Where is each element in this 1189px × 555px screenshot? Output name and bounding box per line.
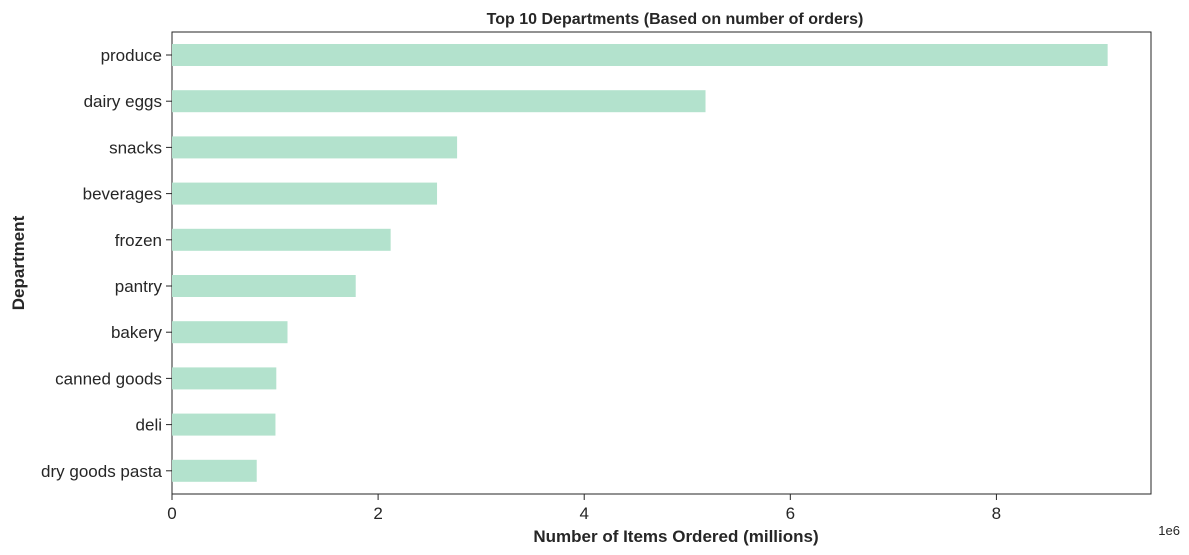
y-axis-label: Department [9,215,28,310]
y-tick-label: dairy eggs [84,92,162,111]
x-tick-label: 8 [992,504,1001,523]
bar [172,413,276,436]
y-ticks-layer: produce dairy eggs snacks beverages frozen pa… [41,46,172,481]
y-tick-label: dry goods pasta [41,462,163,481]
x-ticks-layer: 0 2 4 6 8 [167,494,1001,523]
plot-frame [171,31,1152,495]
bar [172,228,391,251]
x-tick-label: 0 [167,504,176,523]
y-tick-label: deli [136,416,162,435]
bar [172,90,706,113]
y-tick-label: produce [101,46,162,65]
y-tick-label: canned goods [55,369,162,388]
bar [172,321,288,344]
bar [172,44,1108,66]
bar [172,182,438,205]
y-tick-label: pantry [115,277,163,296]
x-axis-label: Number of Items Ordered (millions) [533,527,818,546]
bar [172,459,257,482]
x-tick-label: 4 [579,504,588,523]
y-tick-label: bakery [111,323,163,342]
bar [172,136,458,159]
bars-layer [172,44,1108,482]
y-tick-label: beverages [83,185,162,204]
bar [172,275,356,297]
y-tick-label: snacks [109,138,162,157]
y-tick-label: frozen [115,231,162,250]
x-tick-label: 2 [373,504,382,523]
x-tick-label: 6 [786,504,795,523]
x-axis-offset-label: 1e6 [1158,523,1180,538]
bar [172,367,277,390]
chart-title: Top 10 Departments (Based on number of o… [487,11,864,28]
